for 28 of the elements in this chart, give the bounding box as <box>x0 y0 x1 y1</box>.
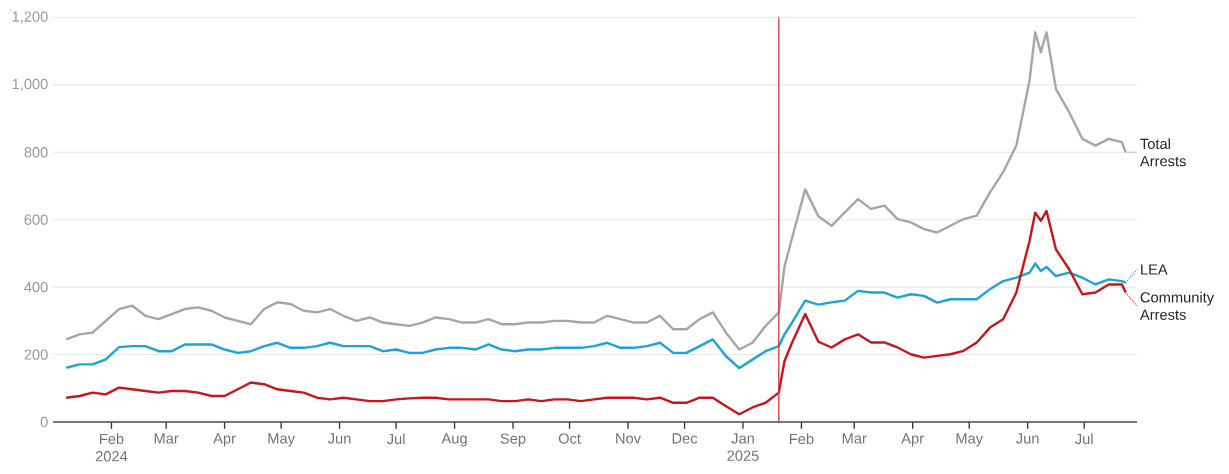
x-tick-label: Sep <box>500 433 526 447</box>
x-tick-label: Jan 2025 <box>727 433 759 461</box>
y-tick-label: 400 <box>24 281 48 293</box>
x-tick-label: Oct <box>558 433 581 444</box>
x-tick-label: Nov <box>616 433 641 444</box>
y-tick-label: 1,000 <box>12 78 48 91</box>
y-tick-label: 0 <box>40 416 48 428</box>
x-tick-label: May <box>268 433 295 447</box>
x-tick-label: Jul <box>386 433 405 445</box>
legend-label: Total Arrests <box>1139 138 1186 167</box>
y-tick-label: 1,200 <box>12 11 48 24</box>
x-tick-label: Mar <box>842 433 867 444</box>
y-tick-label: 800 <box>24 147 48 158</box>
x-tick-label: Jun <box>1016 433 1039 444</box>
x-tick-label: Dec <box>672 433 698 444</box>
x-tick-label: Apr <box>901 433 924 447</box>
x-tick-label: Mar <box>154 433 179 444</box>
x-tick-label: Jul <box>1075 433 1093 445</box>
x-tick-label: Feb <box>790 433 814 445</box>
y-tick-label: 200 <box>24 349 48 360</box>
x-tick-label: Feb 2024 <box>95 433 128 462</box>
legend-label: Community Arrests <box>1139 291 1215 320</box>
x-tick-label: Aug <box>441 433 467 447</box>
legend-label: LEA <box>1141 264 1168 275</box>
x-tick-label: Apr <box>213 433 236 447</box>
x-tick-label: Jun <box>327 433 351 444</box>
x-tick-label: May <box>956 433 984 447</box>
y-tick-label: 600 <box>24 214 48 225</box>
